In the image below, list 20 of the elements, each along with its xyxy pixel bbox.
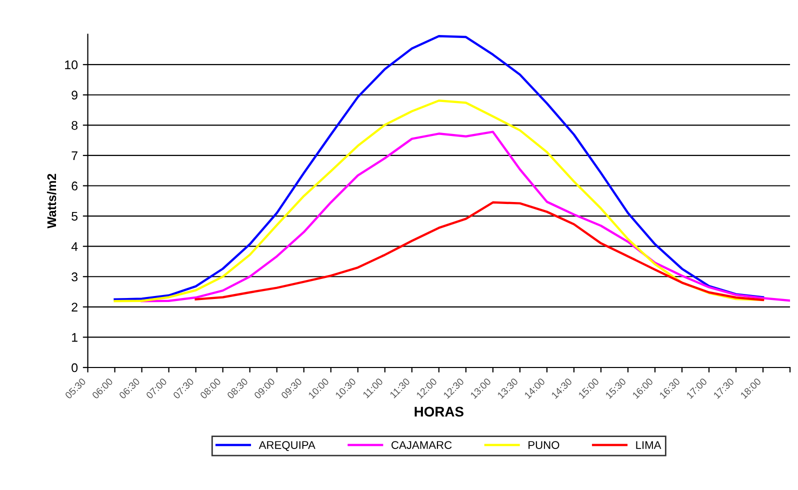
legend-label: AREQUIPA — [258, 441, 316, 451]
y-tick-label: 8 — [72, 120, 78, 130]
y-axis-title: Watts/m2 — [46, 174, 56, 228]
y-tick-label: 6 — [72, 182, 78, 190]
legend-label: PUNO — [528, 441, 560, 449]
y-tick-label: 9 — [72, 90, 78, 100]
legend-label: LIMA — [636, 441, 662, 449]
y-tick-label: 3 — [72, 272, 78, 282]
y-tick-label: 1 — [72, 333, 78, 342]
y-tick-label: 5 — [72, 212, 78, 221]
y-tick-label: 4 — [71, 242, 78, 251]
x-axis-title: HORAS — [414, 406, 464, 417]
line-series — [114, 35, 764, 300]
y-tick-label: 10 — [65, 60, 78, 70]
y-tick-label: 2 — [72, 302, 78, 312]
line-series — [194, 201, 764, 302]
line-series — [140, 130, 790, 302]
legend-label: CAJAMARC — [392, 441, 452, 449]
y-tick-label: 0 — [72, 363, 78, 372]
y-tick-label: 7 — [72, 151, 78, 160]
